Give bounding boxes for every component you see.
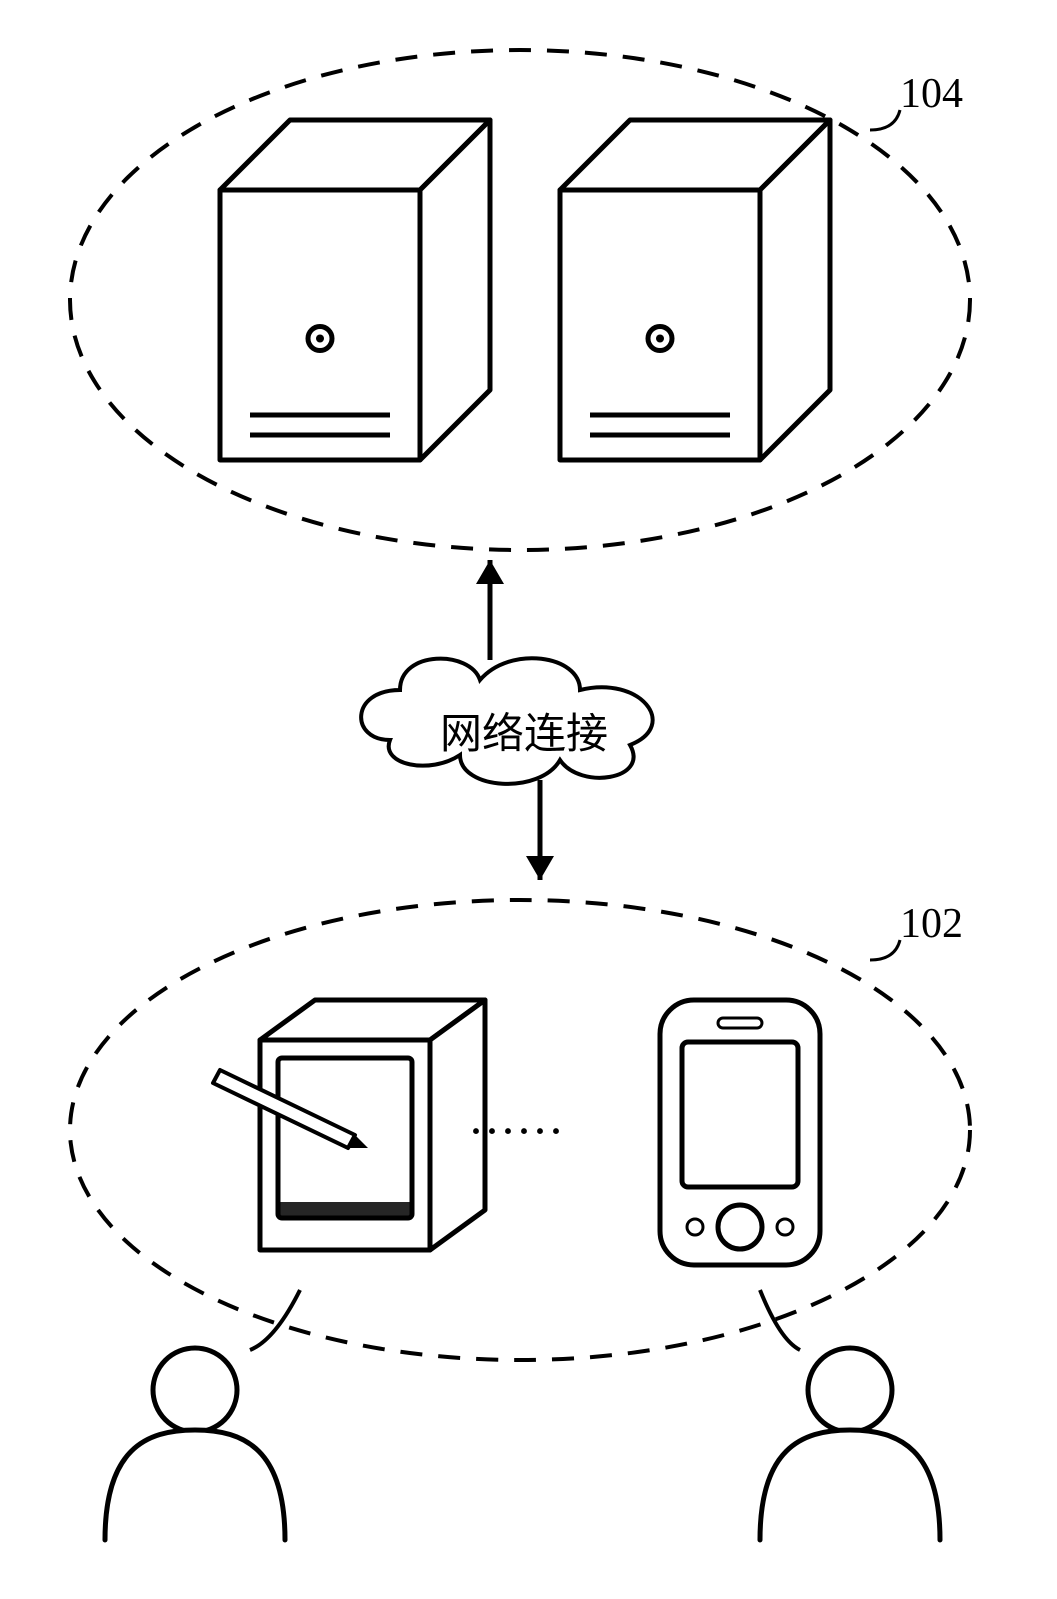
network-cloud-label: 网络连接 [440, 700, 608, 761]
user-icon [105, 1348, 285, 1540]
group-ref-104: 104 [900, 70, 963, 118]
ellipsis-dots: ······ [470, 1110, 566, 1152]
connection-arrow [476, 560, 504, 660]
lead-tick-server_group [870, 110, 900, 130]
diagram-canvas [0, 0, 1057, 1599]
user-speech-tick [250, 1290, 300, 1350]
lead-tick-client_group [870, 940, 900, 960]
server-icon [220, 120, 490, 460]
user-speech-tick [760, 1290, 800, 1350]
group-ellipse-server_group [70, 50, 970, 550]
group-ref-102: 102 [900, 900, 963, 948]
server-icon [560, 120, 830, 460]
phone-icon [660, 1000, 820, 1265]
user-icon [760, 1348, 940, 1540]
tablet-icon [213, 1000, 485, 1250]
connection-arrow [526, 780, 554, 880]
